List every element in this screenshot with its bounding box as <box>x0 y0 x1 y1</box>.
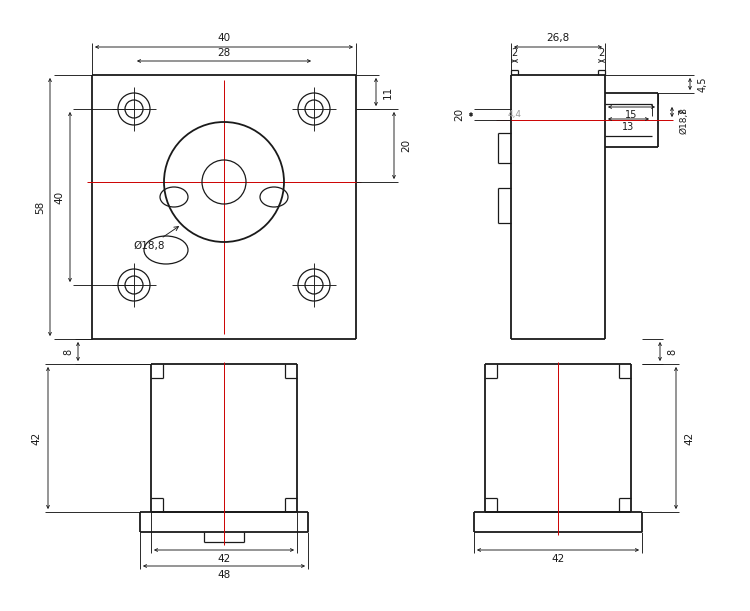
Text: 13: 13 <box>622 122 634 132</box>
Text: 11: 11 <box>383 86 393 98</box>
Text: Ø18,8: Ø18,8 <box>680 106 688 133</box>
Text: 40: 40 <box>217 33 230 43</box>
Text: 8: 8 <box>63 348 73 354</box>
Text: 40: 40 <box>54 191 64 203</box>
Text: Ø18,8: Ø18,8 <box>134 227 178 251</box>
Text: 42: 42 <box>217 554 231 564</box>
Text: 42: 42 <box>551 554 565 564</box>
Text: 4,5: 4,5 <box>698 76 708 92</box>
Text: 28: 28 <box>217 48 231 58</box>
Text: 15: 15 <box>626 110 638 120</box>
Text: 2: 2 <box>512 48 518 58</box>
Text: 2: 2 <box>598 48 604 58</box>
Text: 20: 20 <box>401 139 411 152</box>
Text: 4,4: 4,4 <box>508 111 522 120</box>
Text: 7: 7 <box>678 109 688 115</box>
Text: 58: 58 <box>35 200 45 214</box>
Text: 8: 8 <box>667 348 677 354</box>
Text: 42: 42 <box>684 431 694 445</box>
Text: 42: 42 <box>31 431 41 445</box>
Text: 48: 48 <box>217 570 231 580</box>
Text: 26,8: 26,8 <box>546 33 570 43</box>
Text: 20: 20 <box>454 108 464 121</box>
